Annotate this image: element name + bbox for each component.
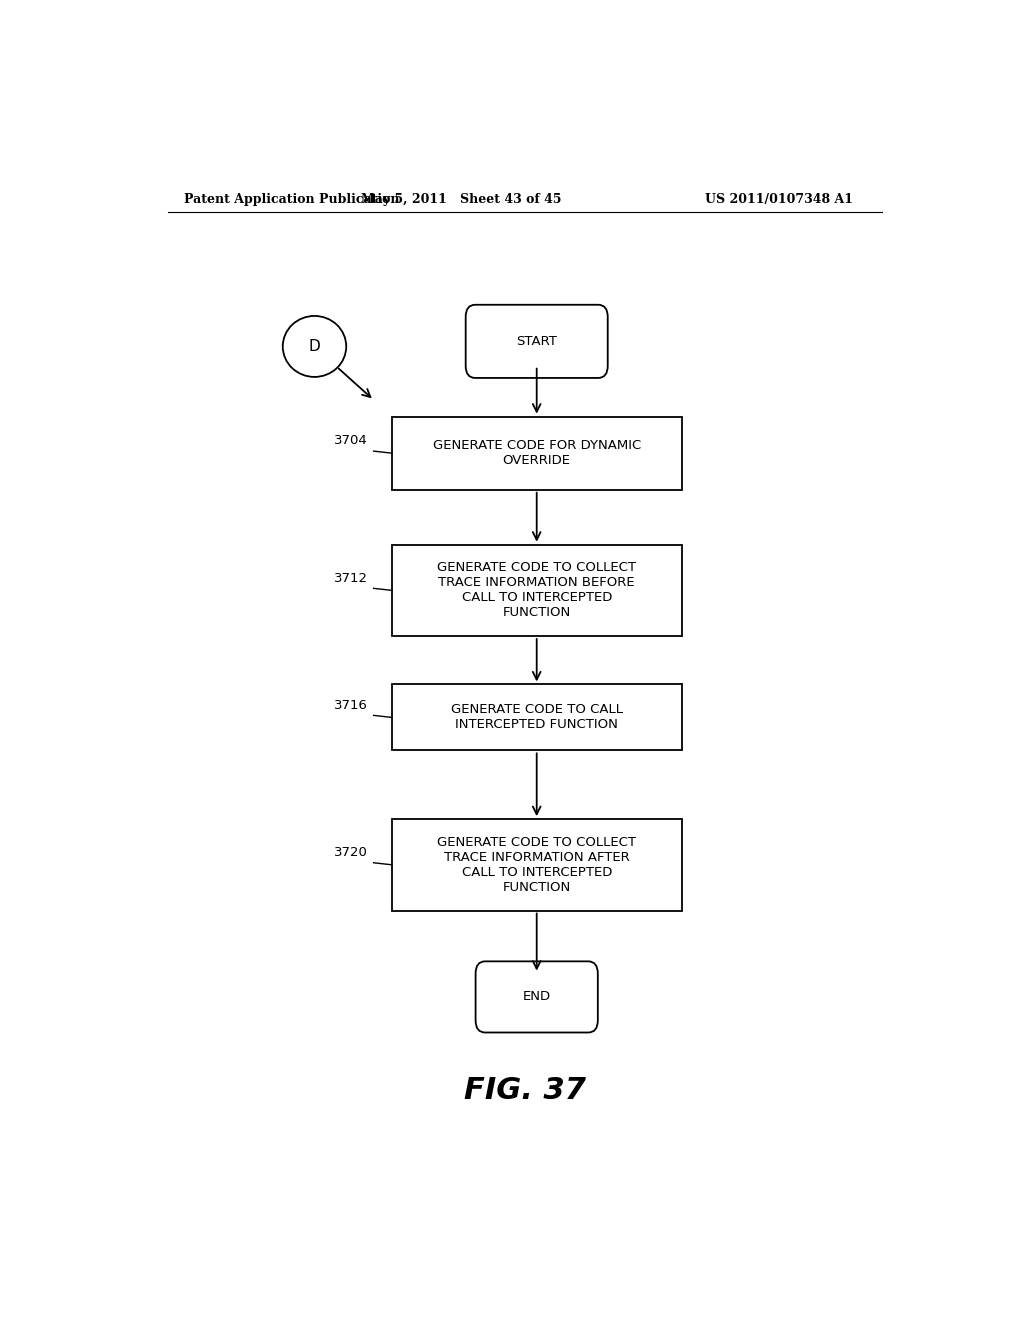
Text: GENERATE CODE TO CALL
INTERCEPTED FUNCTION: GENERATE CODE TO CALL INTERCEPTED FUNCTI… [451, 704, 623, 731]
Text: 3716: 3716 [334, 698, 368, 711]
Text: 3704: 3704 [334, 434, 368, 447]
Text: 3720: 3720 [334, 846, 368, 859]
FancyBboxPatch shape [466, 305, 607, 378]
Text: END: END [522, 990, 551, 1003]
Text: GENERATE CODE FOR DYNAMIC
OVERRIDE: GENERATE CODE FOR DYNAMIC OVERRIDE [432, 440, 641, 467]
Text: May 5, 2011   Sheet 43 of 45: May 5, 2011 Sheet 43 of 45 [361, 193, 561, 206]
Text: 3712: 3712 [334, 572, 368, 585]
Text: GENERATE CODE TO COLLECT
TRACE INFORMATION AFTER
CALL TO INTERCEPTED
FUNCTION: GENERATE CODE TO COLLECT TRACE INFORMATI… [437, 836, 636, 894]
Bar [392, 684, 682, 751]
Text: Patent Application Publication: Patent Application Publication [183, 193, 399, 206]
Text: GENERATE CODE TO COLLECT
TRACE INFORMATION BEFORE
CALL TO INTERCEPTED
FUNCTION: GENERATE CODE TO COLLECT TRACE INFORMATI… [437, 561, 636, 619]
Bar [392, 818, 682, 911]
Text: START: START [516, 335, 557, 348]
FancyBboxPatch shape [475, 961, 598, 1032]
Text: FIG. 37: FIG. 37 [464, 1076, 586, 1105]
Bar [392, 417, 682, 490]
Bar [392, 545, 682, 636]
Text: D: D [308, 339, 321, 354]
Text: US 2011/0107348 A1: US 2011/0107348 A1 [705, 193, 853, 206]
